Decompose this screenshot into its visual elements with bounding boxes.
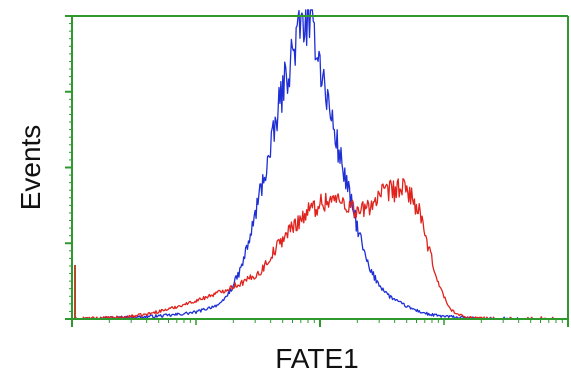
x-axis-label: FATE1 bbox=[275, 343, 359, 374]
plot-area bbox=[65, 9, 569, 327]
y-axis-label: Events bbox=[15, 125, 46, 211]
